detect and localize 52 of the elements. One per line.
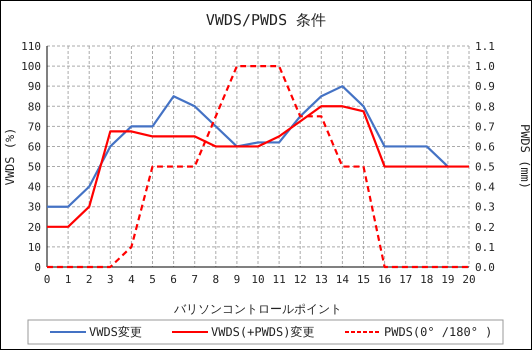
y2-tick-label: 0.6 [475, 140, 495, 154]
y-tick-label: 30 [28, 200, 41, 214]
x-tick-label: 5 [149, 273, 156, 286]
y2-tick-label: 0.7 [475, 120, 495, 134]
y2-tick-label: 0.5 [475, 160, 495, 174]
x-tick-label: 15 [356, 273, 370, 286]
x-tick-label: 7 [191, 273, 198, 286]
x-tick-label: 3 [106, 273, 114, 286]
y2-tick-label: 0.1 [475, 240, 495, 254]
x-axis-title: バリソンコントロールポイント [173, 302, 342, 316]
x-tick-label: 14 [336, 273, 350, 286]
y-tick-label: 0 [34, 261, 41, 274]
y2-tick-label: 1.1 [475, 40, 495, 53]
y-tick-label: 10 [28, 240, 41, 254]
legend-label: VWDS変更 [89, 325, 142, 339]
y-tick-label: 70 [28, 120, 41, 134]
x-tick-label: 4 [128, 273, 136, 286]
x-tick-label: 20 [462, 273, 476, 286]
x-tick-label: 10 [251, 273, 265, 286]
x-tick-label: 16 [378, 273, 392, 286]
x-tick-label: 13 [314, 273, 328, 286]
x-tick-label: 17 [399, 273, 412, 286]
y2-tick-label: 0.3 [475, 200, 495, 214]
y2-tick-label: 0.2 [475, 220, 495, 234]
y2-tick-label: 0.9 [475, 80, 495, 94]
y-tick-label: 50 [28, 160, 41, 174]
y-tick-label: 60 [28, 140, 41, 154]
y2-tick-label: 1.0 [475, 60, 495, 74]
x-tick-label: 2 [86, 273, 93, 286]
x-tick-label: 0 [44, 273, 50, 286]
legend-label: PWDS(0° /180° ) [384, 325, 492, 339]
y2-tick-label: 0.4 [475, 180, 496, 194]
x-tick-label: 6 [170, 273, 177, 286]
x-tick-label: 1 [64, 273, 72, 286]
x-tick-label: 11 [272, 273, 286, 286]
y-tick-label: 110 [21, 40, 41, 53]
y-tick-label: 20 [28, 220, 41, 234]
y-tick-label: 40 [28, 180, 41, 194]
y-tick-label: 90 [28, 80, 41, 94]
x-tick-label: 19 [441, 273, 455, 286]
x-tick-label: 9 [234, 273, 240, 286]
chart-title: VWDS/PWDS 条件 [206, 11, 326, 29]
y2-axis-title: PWDS (mm) [518, 124, 532, 190]
y-tick-label: 80 [28, 100, 41, 114]
y2-tick-label: 0.0 [475, 261, 495, 274]
y-tick-label: 100 [21, 60, 41, 74]
legend-label: VWDS(+PWDS)変更 [211, 325, 314, 339]
y-axis-title: VWDS (%) [3, 128, 17, 186]
x-tick-label: 8 [212, 273, 220, 286]
y2-tick-label: 0.8 [475, 100, 495, 114]
x-tick-label: 18 [420, 273, 434, 286]
x-tick-label: 12 [294, 273, 307, 286]
